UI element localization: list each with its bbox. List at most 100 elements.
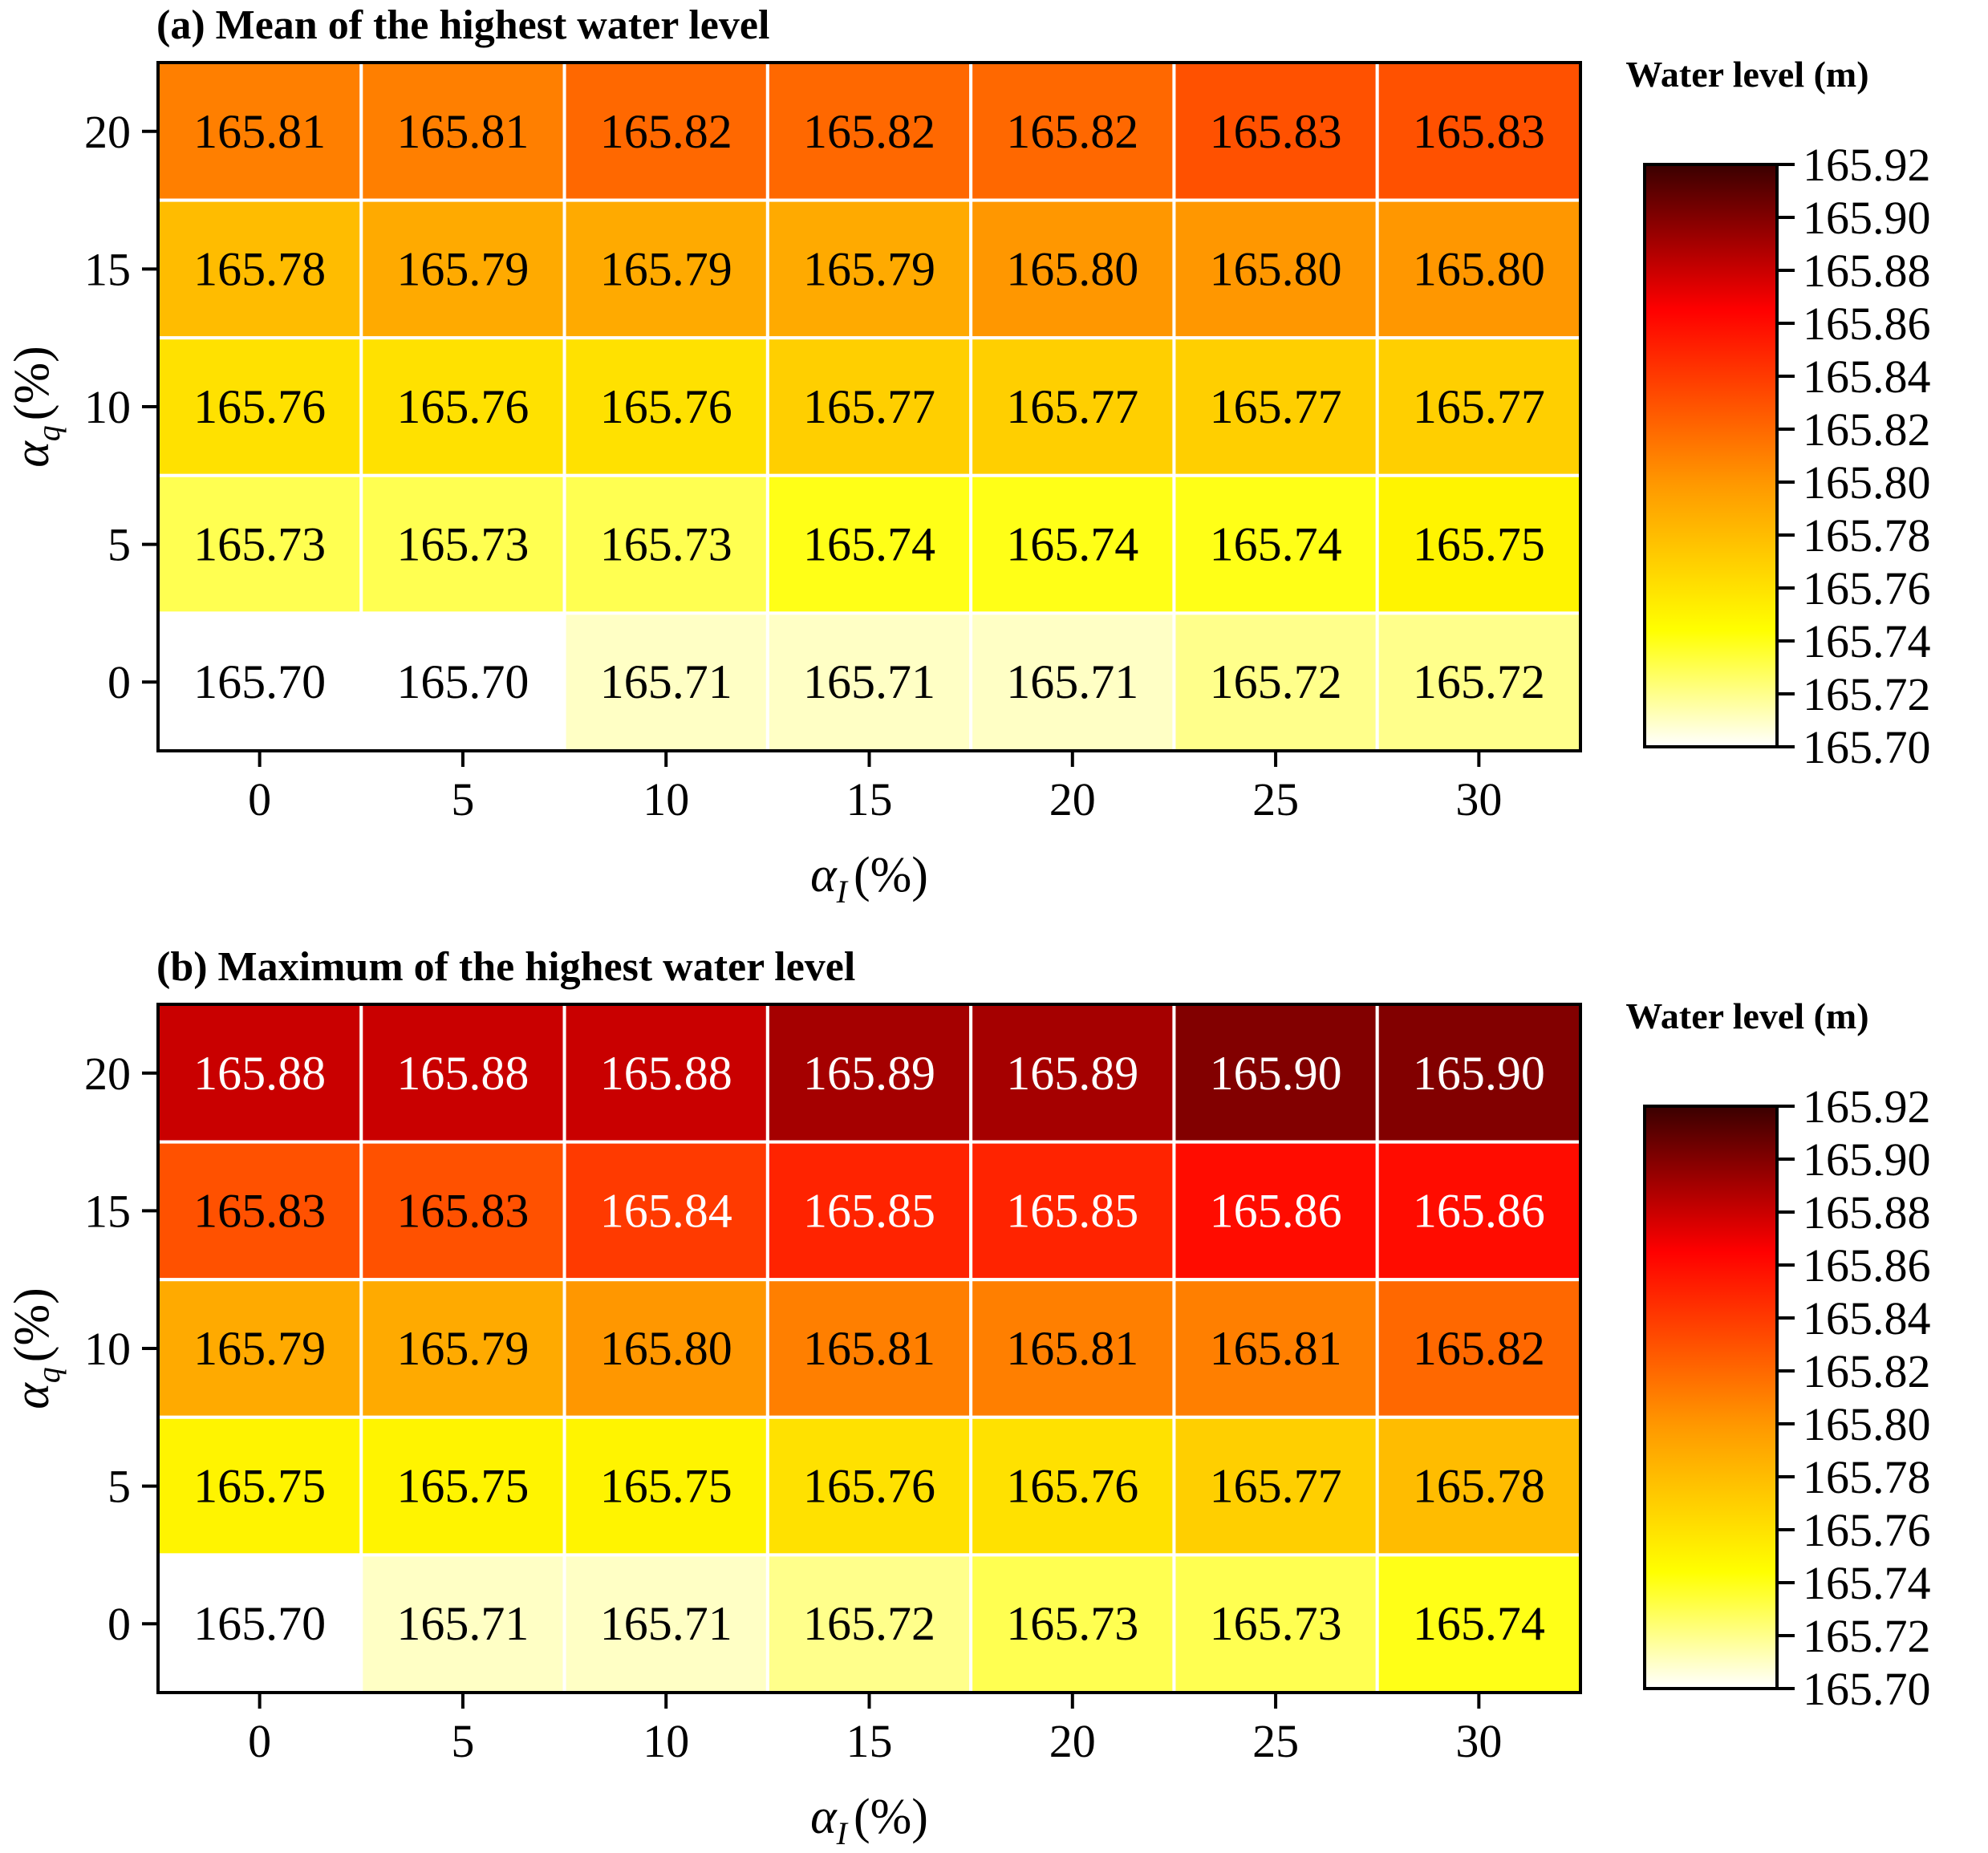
colorbar-tick-label: 165.92 xyxy=(1803,139,1931,191)
heatmap-cell xyxy=(562,198,769,340)
y-axis-subscript: q xyxy=(30,1367,67,1383)
cell-value-label: 165.79 xyxy=(803,242,935,295)
heatmap-cell xyxy=(156,611,363,753)
cell-value-label: 165.84 xyxy=(600,1184,732,1237)
heatmap-cell xyxy=(359,336,566,477)
y-tick-label: 5 xyxy=(108,519,131,571)
x-tick-label: 0 xyxy=(248,1715,271,1767)
cell-value-label: 165.89 xyxy=(1006,1047,1138,1100)
x-tick-label: 15 xyxy=(846,773,893,825)
cell-value-label: 165.89 xyxy=(803,1047,935,1100)
colorbar-tick-label: 165.82 xyxy=(1803,403,1931,456)
cell-value-label: 165.74 xyxy=(1006,518,1138,571)
colorbar-tick-label: 165.84 xyxy=(1803,351,1931,403)
heatmap-cell xyxy=(1375,1140,1582,1282)
cell-value-label: 165.76 xyxy=(600,380,732,433)
cell-value-label: 165.76 xyxy=(803,1460,935,1513)
colorbar-tick-label: 165.88 xyxy=(1803,1186,1931,1239)
colorbar-tick-label: 165.74 xyxy=(1803,1557,1931,1609)
heatmap-cell xyxy=(969,198,1176,340)
colorbar-tick-label: 165.74 xyxy=(1803,615,1931,667)
x-tick-label: 30 xyxy=(1455,773,1502,825)
heatmap-cell xyxy=(1172,1140,1379,1282)
y-axis-symbol: α xyxy=(5,440,59,468)
cell-value-label: 165.71 xyxy=(1006,655,1138,708)
x-tick-label: 5 xyxy=(451,1715,474,1767)
heatmap-cell xyxy=(1172,336,1379,477)
cell-value-label: 165.71 xyxy=(803,655,935,708)
cell-value-label: 165.72 xyxy=(1210,655,1342,708)
cell-value-label: 165.70 xyxy=(193,1597,326,1650)
colorbar-tick-label: 165.70 xyxy=(1803,1663,1931,1715)
cell-value-label: 165.77 xyxy=(1210,1460,1342,1513)
x-axis-unit: (%) xyxy=(854,848,928,902)
x-axis-label: αI (%) xyxy=(810,848,928,910)
y-axis-symbol: α xyxy=(5,1382,59,1409)
colorbar-tick-label: 165.86 xyxy=(1803,298,1931,350)
heatmap-cell xyxy=(1375,1003,1582,1144)
cell-value-label: 165.77 xyxy=(1006,380,1138,433)
colorbar-tick-label: 165.76 xyxy=(1803,1504,1931,1556)
x-axis-symbol: α xyxy=(810,1790,838,1844)
cell-value-label: 165.71 xyxy=(600,655,732,708)
heatmap-cell xyxy=(1375,1553,1582,1695)
cell-value-label: 165.85 xyxy=(1006,1184,1138,1237)
colorbar-tick-label: 165.70 xyxy=(1803,721,1931,773)
cell-value-label: 165.90 xyxy=(1210,1047,1342,1100)
heatmap-cell xyxy=(156,1140,363,1282)
x-tick-label: 20 xyxy=(1049,773,1096,825)
y-axis-unit: (%) xyxy=(5,1287,59,1362)
heatmap-cell xyxy=(969,1140,1176,1282)
cell-value-label: 165.70 xyxy=(193,655,326,708)
cell-value-label: 165.86 xyxy=(1210,1184,1342,1237)
cell-value-label: 165.76 xyxy=(1006,1460,1138,1513)
cell-value-label: 165.88 xyxy=(396,1047,529,1100)
x-axis-subscript: I xyxy=(836,874,849,910)
x-tick-label: 25 xyxy=(1252,773,1299,825)
x-tick-label: 10 xyxy=(643,773,689,825)
heatmap-cell xyxy=(156,473,363,615)
cell-value-label: 165.70 xyxy=(396,655,529,708)
y-tick-label: 20 xyxy=(84,1048,131,1100)
x-tick-label: 0 xyxy=(248,773,271,825)
y-axis-label: αq (%) xyxy=(5,1287,67,1409)
y-tick-label: 0 xyxy=(108,656,131,708)
colorbar-tick-label: 165.90 xyxy=(1803,192,1931,244)
cell-value-label: 165.80 xyxy=(1210,242,1342,295)
cell-value-label: 165.82 xyxy=(600,105,732,158)
cell-value-label: 165.73 xyxy=(1006,1597,1138,1650)
cell-value-label: 165.78 xyxy=(193,242,326,295)
cell-value-label: 165.72 xyxy=(1413,655,1545,708)
chart-title: (b) Maximum of the highest water level xyxy=(156,944,855,990)
y-tick-label: 15 xyxy=(84,1185,131,1237)
cell-value-label: 165.77 xyxy=(803,380,935,433)
heatmap-cell xyxy=(1375,198,1582,340)
cell-value-label: 165.73 xyxy=(1210,1597,1342,1650)
colorbar-tick-label: 165.92 xyxy=(1803,1081,1931,1133)
colorbar-tick-label: 165.72 xyxy=(1803,1610,1931,1662)
heatmap-cell xyxy=(562,1140,769,1282)
heatmap-panel-b: (b) Maximum of the highest water level 16… xyxy=(5,944,1931,1851)
heatmap-cell xyxy=(156,61,363,202)
colorbar: Water level (m)165.92165.90165.88165.861… xyxy=(1625,995,1930,1715)
colorbar-tick-label: 165.76 xyxy=(1803,562,1931,614)
cell-value-label: 165.79 xyxy=(193,1322,326,1375)
y-tick-label: 15 xyxy=(84,243,131,295)
cell-value-label: 165.80 xyxy=(1006,242,1138,295)
cell-value-label: 165.71 xyxy=(396,1597,529,1650)
cell-value-label: 165.75 xyxy=(600,1460,732,1513)
cell-value-label: 165.81 xyxy=(803,1322,935,1375)
heatmap-cell xyxy=(765,336,973,477)
cell-value-label: 165.83 xyxy=(1210,105,1342,158)
x-tick-label: 15 xyxy=(846,1715,893,1767)
cell-value-label: 165.79 xyxy=(600,242,732,295)
cell-value-label: 165.79 xyxy=(396,1322,529,1375)
chart-title: (a) Mean of the highest water level xyxy=(156,2,769,48)
heatmap-cell xyxy=(562,1553,769,1695)
cell-value-label: 165.81 xyxy=(396,105,529,158)
x-axis-symbol: α xyxy=(810,848,838,902)
cell-value-label: 165.79 xyxy=(396,242,529,295)
x-tick-label: 25 xyxy=(1252,1715,1299,1767)
colorbar-tick-label: 165.86 xyxy=(1803,1239,1931,1291)
